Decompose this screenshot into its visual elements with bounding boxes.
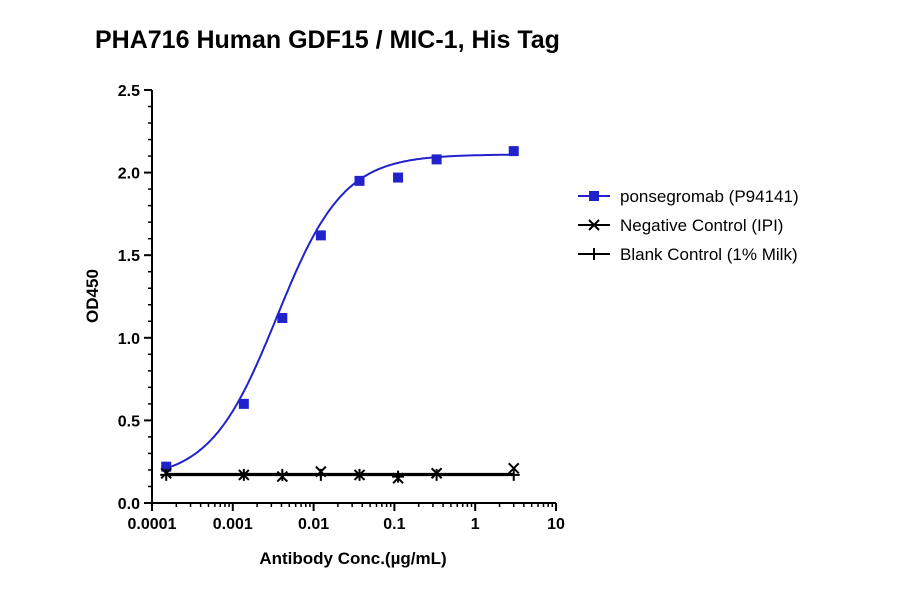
legend-item-1: ponsegromab (P94141) (578, 187, 799, 206)
y-tick-label: 1.0 (118, 331, 140, 348)
legend-marker (588, 219, 600, 231)
x-tick-label: 0.1 (383, 516, 405, 533)
series-3 (160, 468, 520, 483)
data-point (392, 470, 405, 483)
data-point (508, 462, 520, 475)
y-tick-label: 0.5 (118, 413, 140, 430)
data-point (276, 468, 289, 481)
y-tick-label: 2.0 (118, 166, 140, 183)
series-1 (161, 146, 519, 472)
data-point (237, 468, 250, 481)
legend-label: ponsegromab (P94141) (620, 187, 799, 206)
legend-item-2: Negative Control (IPI) (578, 216, 783, 235)
data-point (354, 175, 365, 186)
legend-marker (588, 248, 600, 260)
y-axis-label: OD450 (83, 269, 102, 323)
chart-title: PHA716 Human GDF15 / MIC-1, His Tag (95, 26, 560, 54)
data-point (238, 398, 249, 409)
x-tick-label: 0.01 (298, 516, 329, 533)
legend-label: Negative Control (IPI) (620, 216, 783, 235)
legend: ponsegromab (P94141) Negative Control (IP… (578, 187, 799, 264)
legend-label: Blank Control (1% Milk) (620, 245, 798, 264)
y-tick-label: 1.5 (118, 248, 140, 265)
data-point (161, 461, 172, 472)
data-point (507, 468, 520, 481)
x-tick-label: 0.001 (213, 516, 253, 533)
axes: 0.0 0.5 1.0 1.5 2.0 2.5 0.0001 0.001 0.01 0.1 1 10 (118, 83, 565, 533)
data-point (431, 154, 442, 165)
data-point (277, 312, 288, 323)
y-tick-label: 0.0 (118, 496, 140, 513)
plot-area (160, 146, 520, 484)
fit-curve (165, 153, 514, 470)
data-point (393, 172, 404, 183)
y-tick-label: 2.5 (118, 83, 140, 100)
data-point (315, 230, 326, 241)
data-point (160, 468, 173, 481)
x-tick-label: 10 (547, 516, 565, 533)
x-axis-label: Antibody Conc.(µg/mL) (259, 549, 446, 568)
data-point (430, 468, 443, 481)
data-point (314, 468, 327, 481)
x-tick-label: 0.0001 (128, 516, 177, 533)
legend-item-3: Blank Control (1% Milk) (578, 245, 798, 264)
legend-marker (589, 191, 599, 201)
series-2 (160, 462, 520, 484)
x-tick-label: 1 (471, 516, 480, 533)
data-point (508, 146, 519, 157)
data-point (353, 468, 366, 481)
